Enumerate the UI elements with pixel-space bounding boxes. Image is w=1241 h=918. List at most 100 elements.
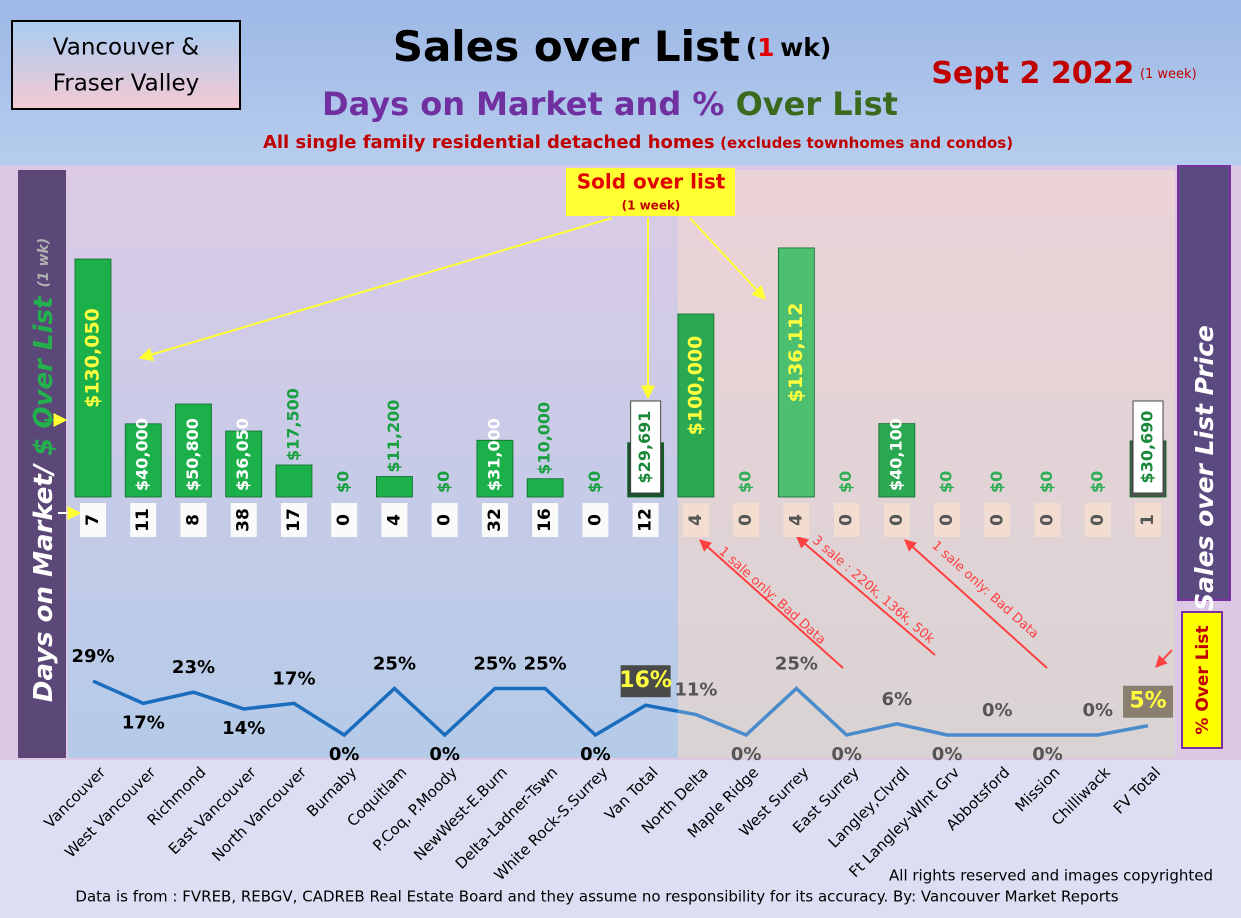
subtitle-a: Days on Market and %: [322, 85, 724, 123]
days-label: 0: [937, 514, 957, 526]
region-box: [11, 20, 241, 110]
percent-label: 17%: [272, 668, 315, 689]
bar-label: $29,691: [635, 411, 654, 484]
days-box: [733, 503, 760, 537]
callout-box: [566, 168, 735, 216]
percent-label: 17%: [122, 712, 165, 733]
bar-label: $0: [585, 471, 604, 493]
days-box: [481, 503, 508, 537]
days-label: 0: [334, 514, 354, 526]
days-label: 32: [485, 508, 505, 532]
right-label-bar: [1177, 165, 1231, 601]
subtitle: Days on Market and % Over List: [322, 85, 898, 123]
days-label: 0: [585, 514, 605, 526]
percent-label: 25%: [524, 654, 567, 675]
scope-main: All single family residential detached h…: [263, 132, 715, 153]
bar-label-box: [630, 400, 662, 494]
percent-label: 0%: [932, 744, 963, 765]
annotation-arrow: [796, 536, 936, 656]
days-label: 11: [133, 508, 153, 532]
subtitle-b: Over List: [736, 85, 898, 123]
vancouver-panel: [68, 170, 678, 758]
title-open: (: [746, 33, 757, 62]
days-label: 0: [1038, 514, 1058, 526]
bar: [677, 313, 715, 498]
bar-label: $0: [836, 471, 855, 493]
scope: All single family residential detached h…: [263, 132, 1013, 153]
region-line: Fraser Valley: [53, 71, 200, 97]
days-box: [80, 503, 106, 537]
annotation-arrow: [699, 539, 844, 669]
days-box: [180, 503, 207, 537]
bar: [777, 247, 815, 498]
days-label: 38: [234, 508, 254, 532]
days-label: 0: [837, 514, 857, 526]
bar-label: $0: [1087, 471, 1106, 493]
days-label: 4: [686, 514, 706, 526]
title-main: Sales over List: [393, 22, 740, 71]
callout-arrow: [138, 217, 613, 362]
title-number: 1: [757, 33, 774, 62]
days-box: [682, 503, 709, 537]
percent-label: 14%: [222, 718, 265, 739]
region-line: Vancouver &: [53, 35, 199, 61]
days-label: 17: [284, 508, 304, 532]
percent-label: 0%: [1032, 744, 1063, 765]
bar: [878, 423, 916, 498]
days-label: 8: [183, 514, 203, 526]
days-box: [331, 503, 358, 537]
percent-label: 23%: [172, 657, 215, 678]
label-band: [0, 760, 1241, 918]
callout-title: Sold over list: [577, 170, 726, 194]
bar-label: $0: [1037, 471, 1056, 493]
bar-label: $0: [736, 471, 755, 493]
days-box: [632, 503, 659, 537]
bar: [124, 423, 162, 498]
percent-label: 0%: [982, 700, 1013, 721]
days-label: 12: [636, 508, 656, 532]
days-box: [280, 503, 307, 537]
date-main: Sept 2 2022: [931, 56, 1134, 91]
days-label: 0: [435, 514, 455, 526]
days-label: 1: [1138, 514, 1158, 526]
right-label: Sales over List Price: [1190, 325, 1219, 611]
right-box: [1181, 611, 1223, 749]
days-box: [1135, 503, 1162, 537]
callout-note: (1 week): [622, 199, 681, 213]
days-box: [582, 503, 609, 537]
days-label: 0: [736, 514, 756, 526]
pointer-arrow: [1155, 649, 1173, 668]
title: Sales over List (1 wk): [393, 22, 832, 71]
bar-label: $11,200: [384, 400, 403, 473]
percent-line: [92, 679, 1149, 738]
percent-label: 0%: [831, 744, 862, 765]
days-label: 4: [384, 514, 404, 526]
days-box: [532, 503, 559, 537]
days-label: 16: [535, 508, 555, 532]
date: Sept 2 2022 (1 week): [931, 56, 1196, 91]
days-box: [381, 503, 408, 537]
left-label-a: Days on Market/: [29, 462, 59, 702]
callout-arrow: [689, 217, 766, 301]
bar-label-box: [1132, 400, 1164, 494]
percent-label: 25%: [775, 654, 818, 675]
bar-label: $136,112: [785, 303, 807, 403]
title-close: wk): [780, 33, 831, 62]
bar-label: $40,000: [133, 418, 152, 491]
days-box: [783, 503, 810, 537]
days-box: [1084, 503, 1111, 537]
bar: [74, 258, 112, 498]
bar: [175, 403, 212, 498]
date-note: (1 week): [1140, 67, 1197, 82]
days-label: 7: [83, 514, 103, 526]
days-label: 0: [1088, 514, 1108, 526]
percent-label: 11%: [674, 680, 717, 701]
bar: [376, 476, 413, 498]
bar-label: $17,500: [283, 388, 302, 461]
right-box-label: % Over List: [1193, 625, 1213, 734]
percent-label: 0%: [329, 744, 360, 765]
bar-label: $10,000: [535, 402, 554, 475]
bar-label: $0: [987, 471, 1006, 493]
percent-label: 25%: [473, 654, 516, 675]
